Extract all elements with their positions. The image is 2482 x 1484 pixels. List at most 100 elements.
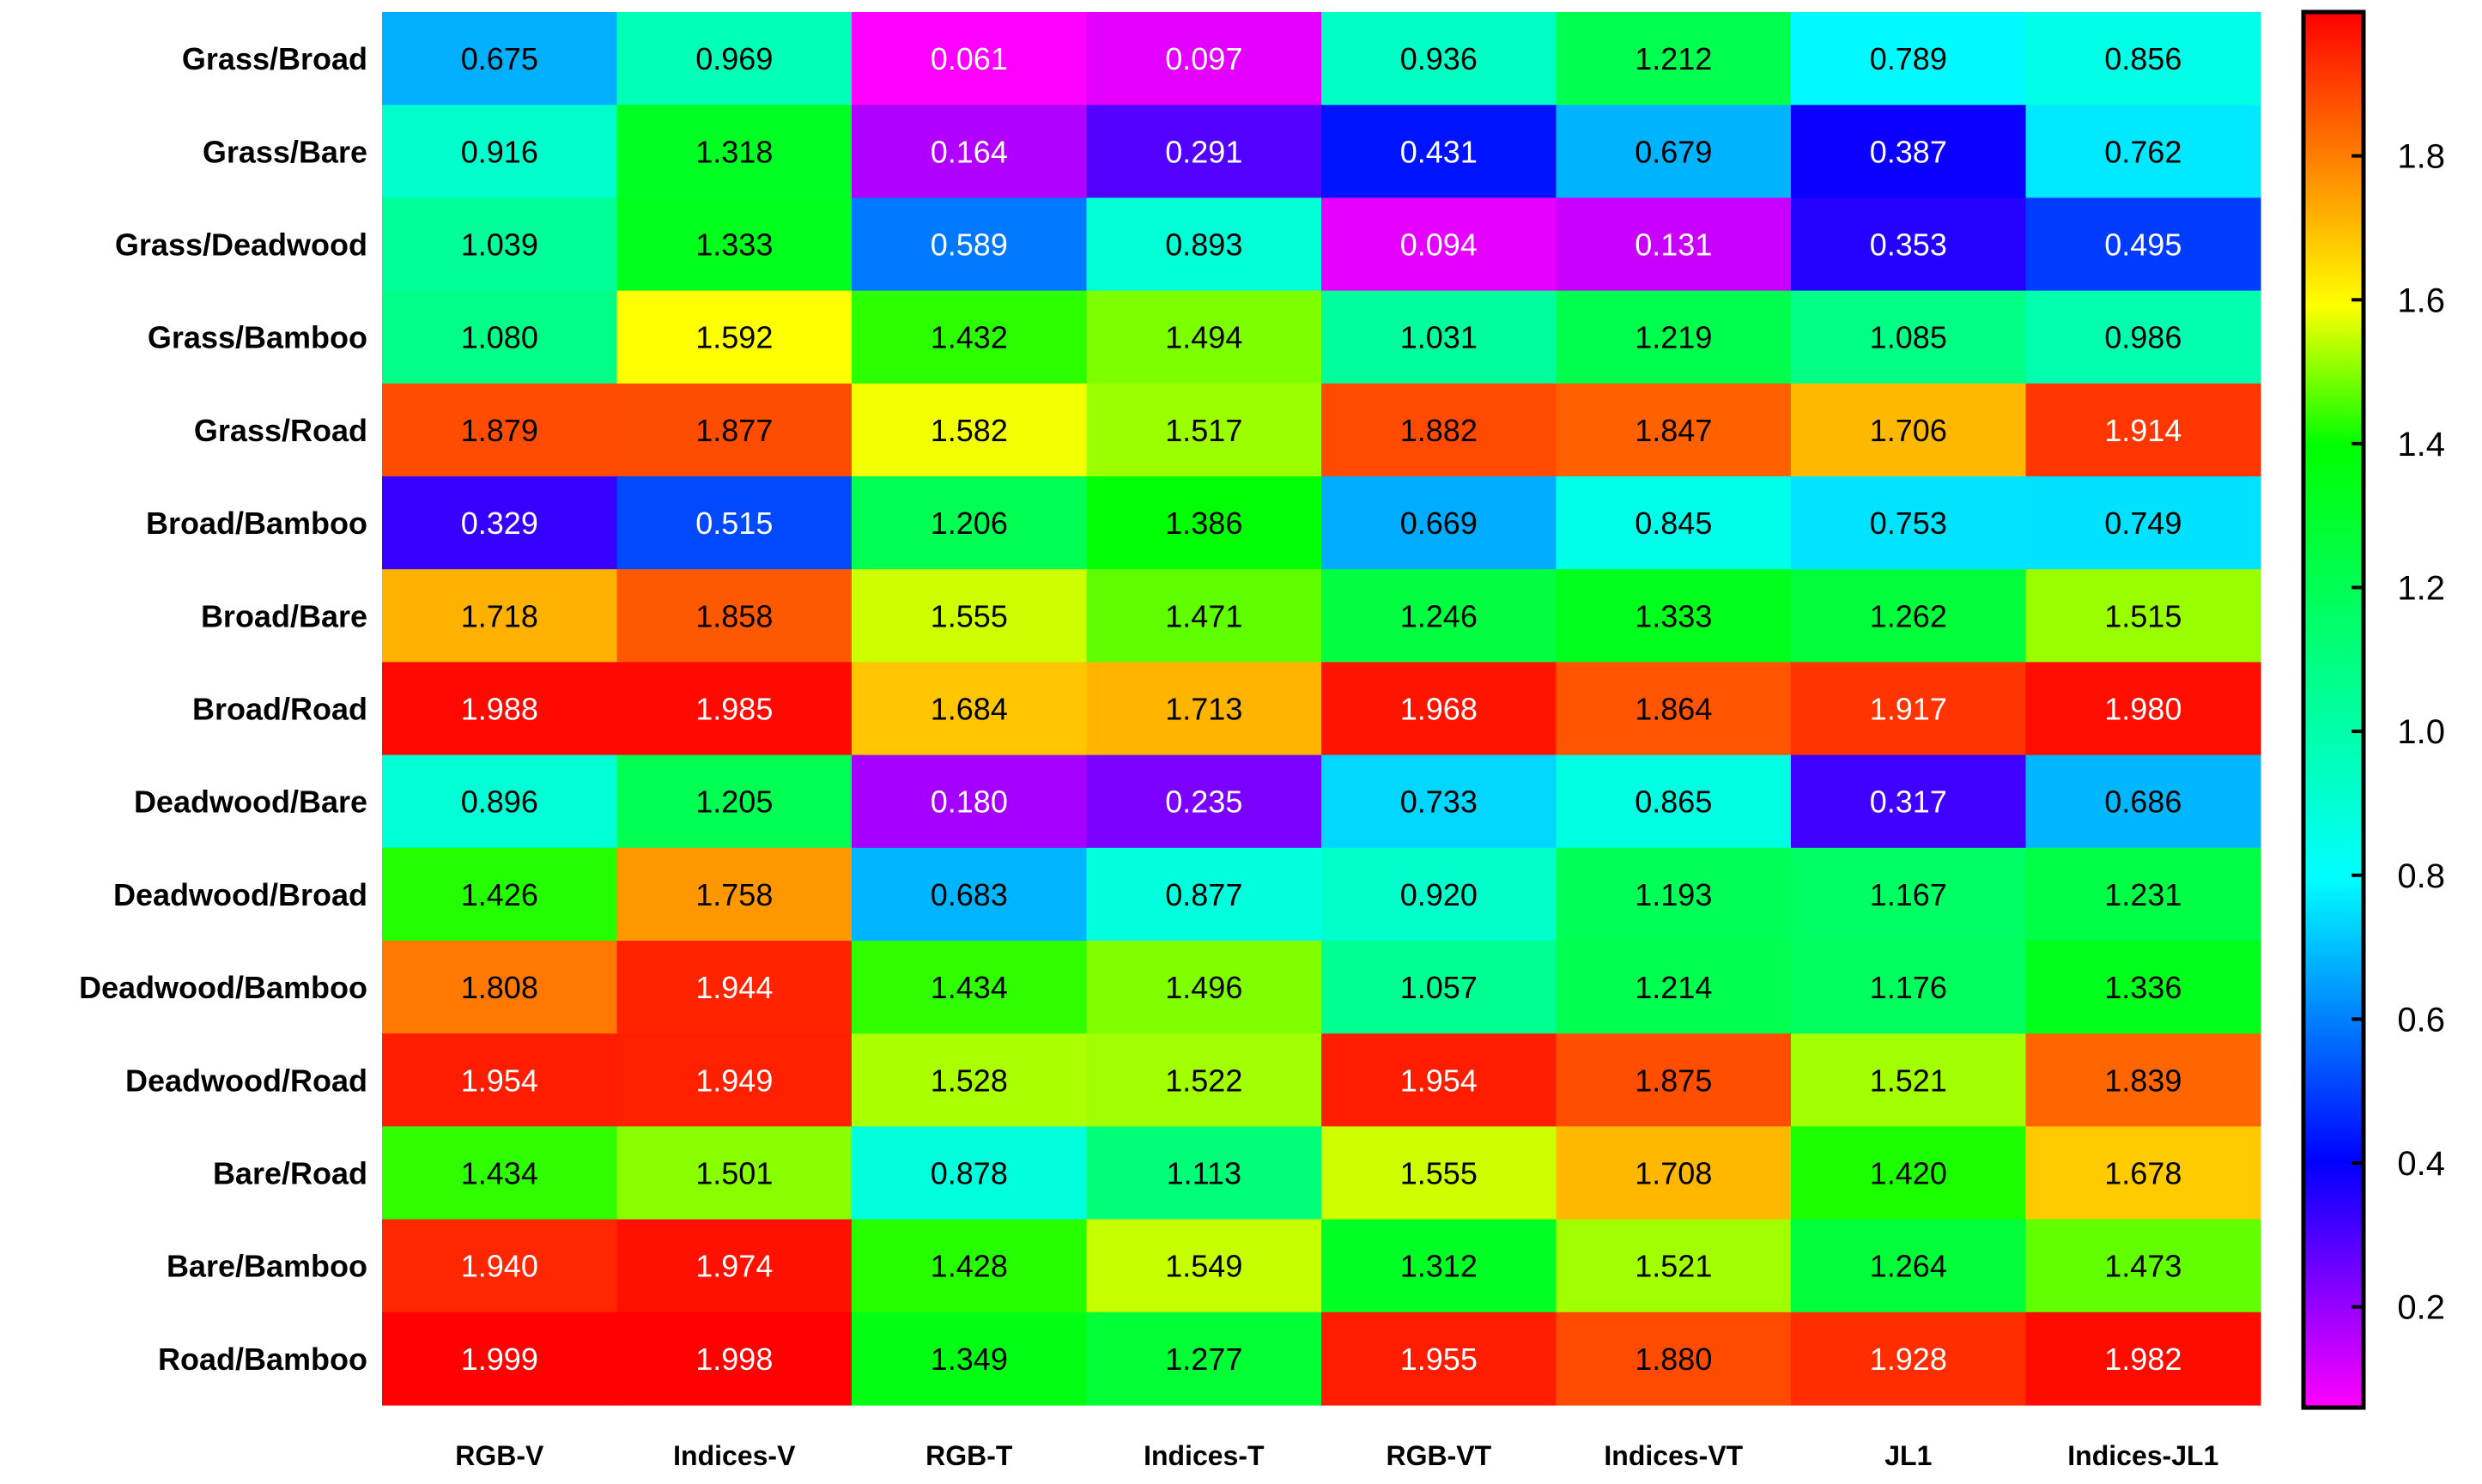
cell-value-label: 1.057 <box>1400 970 1478 1005</box>
heatmap-cell <box>616 383 853 477</box>
cell-value-label: 0.896 <box>461 784 538 820</box>
cell-value-label: 1.434 <box>461 1156 538 1191</box>
cell-value-label: 1.312 <box>1400 1249 1478 1284</box>
cell-value-label: 1.277 <box>1165 1342 1242 1377</box>
cell-value-label: 1.205 <box>695 784 773 820</box>
cell-value-label: 1.528 <box>931 1063 1008 1098</box>
cell-value-label: 0.845 <box>1635 506 1712 541</box>
cell-value-label: 1.515 <box>2104 598 2182 633</box>
heatmap-cell <box>2025 12 2261 106</box>
colorbar-tick-label: 1.8 <box>2397 138 2445 176</box>
heatmap-cell <box>616 754 853 849</box>
cell-value-label: 1.386 <box>1165 506 1242 541</box>
heatmap-cell <box>852 941 1088 1034</box>
cell-value-label: 1.708 <box>1635 1156 1712 1191</box>
cell-value-label: 1.496 <box>1165 970 1242 1005</box>
cell-value-label: 1.085 <box>1870 320 1947 355</box>
cell-value-label: 1.985 <box>695 692 773 727</box>
heatmap-cell <box>2025 569 2261 663</box>
heatmap-cell <box>1321 569 1557 663</box>
heatmap-cell <box>382 662 618 756</box>
cell-value-label: 1.917 <box>1870 692 1947 727</box>
colorbar-tick-label: 0.8 <box>2397 857 2445 895</box>
cell-value-label: 1.555 <box>931 598 1008 633</box>
heatmap-cell <box>1556 105 1792 198</box>
row-label: Bare/Road <box>213 1156 367 1191</box>
heatmap-cell <box>382 12 618 106</box>
cell-value-label: 1.039 <box>461 227 538 263</box>
cell-value-label: 1.212 <box>1635 41 1712 76</box>
column-label: Indices-JL1 <box>2067 1440 2218 1471</box>
column-labels: RGB-V Indices-V RGB-T Indices-T RGB-VT Indice… <box>455 1440 2218 1471</box>
heatmap-cell <box>1791 1033 2027 1127</box>
colorbar: 0.2 0.4 0.6 0.8 1.0 1.2 1.4 1.6 1.8 <box>2301 9 2445 1410</box>
cell-value-label: 0.317 <box>1870 784 1947 820</box>
heatmap-cell <box>2025 941 2261 1034</box>
cell-value-label: 1.882 <box>1400 413 1478 448</box>
colorbar-tick-label: 1.6 <box>2397 282 2445 319</box>
cell-value-label: 1.428 <box>931 1249 1008 1284</box>
cell-value-label: 0.164 <box>931 134 1008 169</box>
heatmap-cell <box>382 476 618 570</box>
cell-value-label: 1.549 <box>1165 1249 1242 1284</box>
cell-value-label: 0.329 <box>461 506 538 541</box>
cell-value-label: 1.928 <box>1870 1342 1947 1377</box>
cell-value-label: 1.678 <box>2104 1156 2182 1191</box>
heatmap-cell <box>1321 847 1557 942</box>
cell-value-label: 0.969 <box>695 41 773 76</box>
heatmap-cell <box>382 290 618 385</box>
cell-value-label: 1.080 <box>461 320 538 355</box>
heatmap-cell <box>616 1219 853 1313</box>
cell-value-label: 0.865 <box>1635 784 1712 820</box>
heatmap-cell <box>1321 941 1557 1034</box>
heatmap-cell <box>2025 754 2261 849</box>
cell-value-label: 1.758 <box>695 877 773 912</box>
heatmap-cell <box>382 197 618 292</box>
cell-value-label: 1.555 <box>1400 1156 1478 1191</box>
cell-value-label: 1.839 <box>2104 1063 2182 1098</box>
colorbar-tick-label: 0.2 <box>2397 1289 2445 1327</box>
cell-value-label: 1.521 <box>1870 1063 1947 1098</box>
cell-value-label: 1.264 <box>1870 1249 1947 1284</box>
cell-value-label: 1.988 <box>461 692 538 727</box>
cell-value-label: 0.495 <box>2104 227 2182 263</box>
heatmap-cell <box>1321 383 1557 477</box>
cell-value-label: 1.113 <box>1167 1156 1241 1191</box>
cell-value-label: 1.954 <box>461 1063 538 1098</box>
cell-value-label: 1.167 <box>1870 877 1947 912</box>
cell-value-label: 1.954 <box>1400 1063 1478 1098</box>
cell-value-label: 1.847 <box>1635 413 1712 448</box>
cell-value-label: 1.582 <box>931 413 1008 448</box>
row-label: Grass/Bamboo <box>148 320 367 355</box>
cell-value-label: 1.206 <box>931 506 1008 541</box>
heatmap-cell <box>2025 197 2261 292</box>
cell-value-label: 1.808 <box>461 970 538 1005</box>
row-labels: Grass/Broad Grass/Bare Grass/Deadwood Grass… <box>79 41 367 1377</box>
heatmap-cell <box>1086 1219 1322 1313</box>
row-label: Broad/Bare <box>201 598 367 633</box>
cell-value-label: 0.291 <box>1165 134 1242 169</box>
heatmap-cell <box>1086 290 1322 385</box>
row-label: Road/Bamboo <box>158 1342 367 1377</box>
cell-value-label: 1.333 <box>1635 598 1712 633</box>
cell-value-label: 1.592 <box>695 320 773 355</box>
cell-value-label: 1.420 <box>1870 1156 1947 1191</box>
cell-value-label: 1.875 <box>1635 1063 1712 1098</box>
heatmap-cell <box>616 290 853 385</box>
heatmap-cell <box>616 662 853 756</box>
cell-value-label: 0.235 <box>1165 784 1242 820</box>
heatmap-cell <box>1791 569 2027 663</box>
heatmap-cell <box>1321 197 1557 292</box>
heatmap-cell <box>1556 941 1792 1034</box>
heatmap-cell <box>1791 383 2027 477</box>
heatmap-cell <box>2025 290 2261 385</box>
heatmap-cell <box>2025 105 2261 198</box>
cell-value-label: 0.686 <box>2104 784 2182 820</box>
heatmap-cell <box>616 1311 853 1406</box>
cell-value-label: 0.061 <box>931 41 1008 76</box>
heatmap-cell <box>1086 476 1322 570</box>
cell-value-label: 1.501 <box>695 1156 773 1191</box>
heatmap-cell <box>2025 1219 2261 1313</box>
cell-value-label: 1.246 <box>1400 598 1478 633</box>
heatmap-cell <box>1556 1126 1792 1221</box>
